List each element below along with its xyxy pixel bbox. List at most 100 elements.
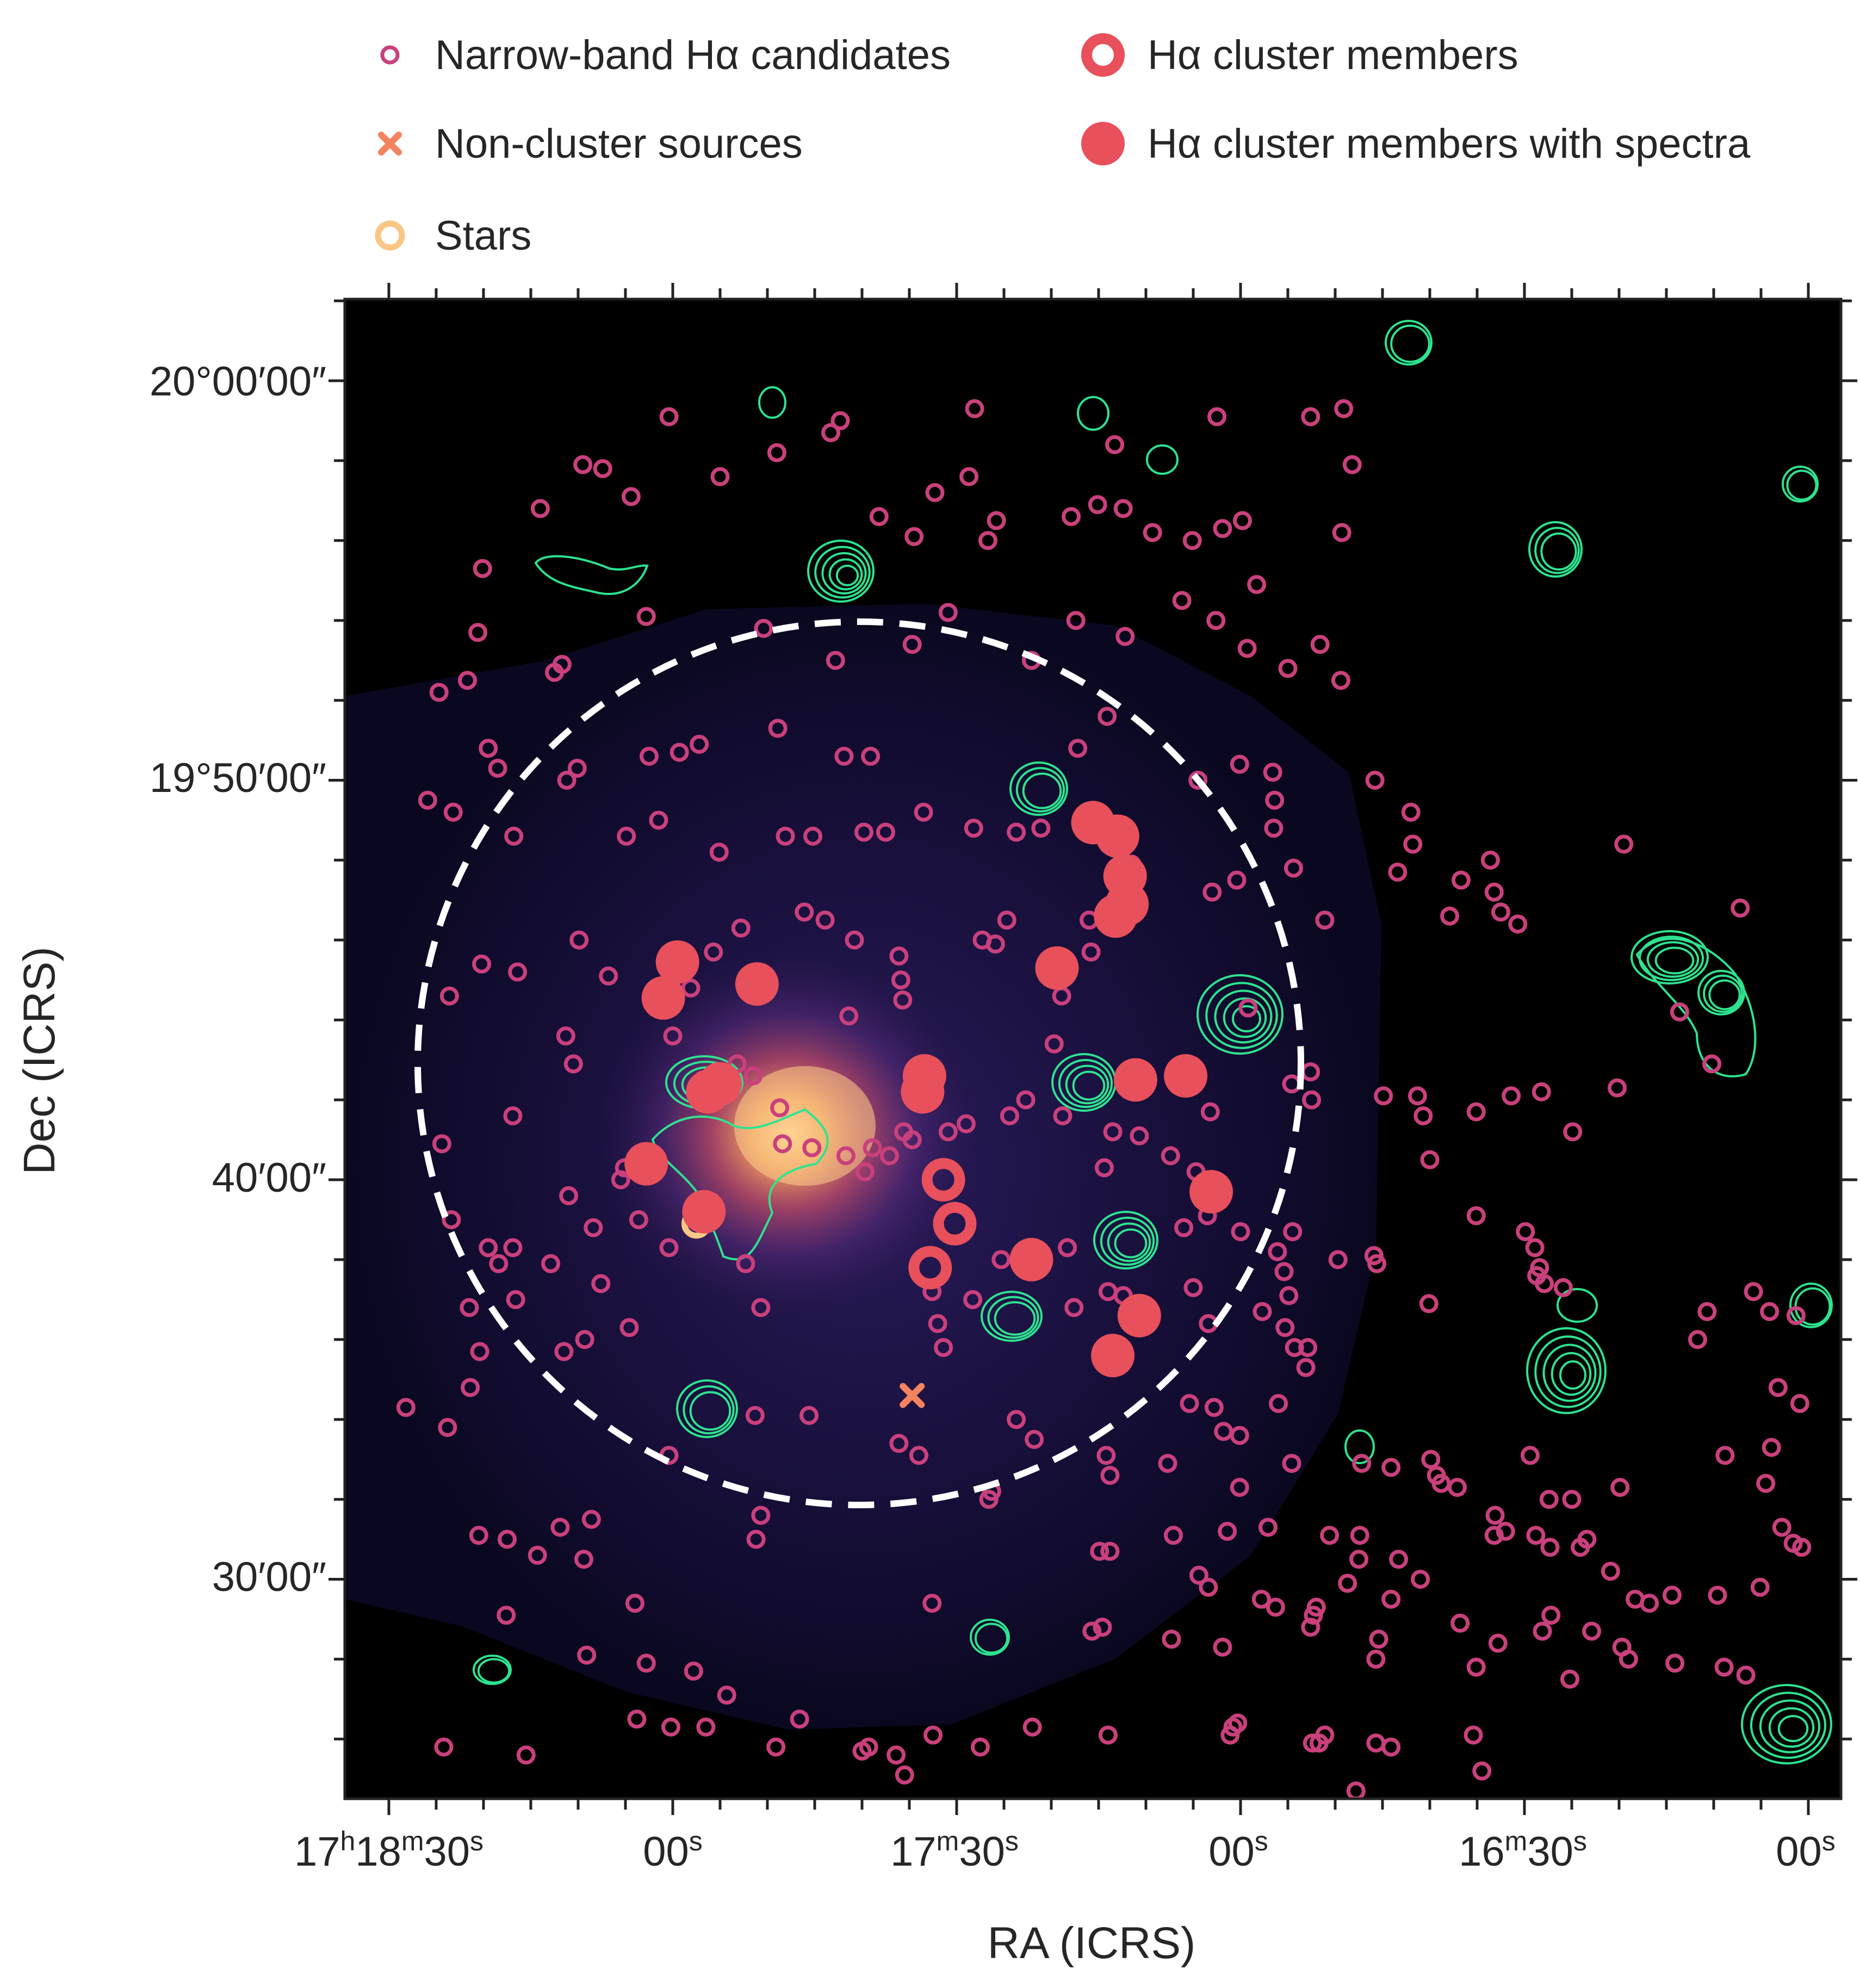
halpha-candidate-marker	[1388, 862, 1408, 882]
halpha-candidate-marker	[1532, 1082, 1551, 1101]
halpha-candidate-marker	[1301, 407, 1320, 426]
halpha-candidate-marker	[1480, 850, 1500, 870]
legend-label-spectra: Hα cluster members with spectra	[1148, 121, 1751, 167]
halpha-candidate-marker	[1562, 1490, 1582, 1509]
halpha-candidate-marker	[1772, 1518, 1791, 1537]
halpha-candidate-marker	[1174, 1218, 1194, 1237]
halpha-candidate-marker	[710, 467, 730, 486]
halpha-candidate-marker	[1331, 671, 1350, 690]
halpha-candidate-marker	[1332, 523, 1351, 542]
x-tick-label-3: 00s	[1208, 1826, 1268, 1875]
halpha-candidate-marker	[1349, 1550, 1368, 1569]
halpha-candidate-marker	[1315, 911, 1335, 930]
radio-contour	[1093, 1211, 1158, 1269]
cluster-member-spectra-marker	[1189, 1170, 1233, 1214]
halpha-candidate-marker	[1608, 1078, 1627, 1098]
halpha-candidate-marker	[1420, 1150, 1440, 1169]
halpha-candidate-marker	[577, 1645, 597, 1665]
halpha-candidate-marker	[1464, 1725, 1483, 1745]
halpha-candidate-marker	[479, 739, 498, 758]
halpha-candidate-marker	[1081, 942, 1101, 962]
halpha-candidate-marker	[909, 1446, 928, 1465]
plot-area	[345, 299, 1841, 1799]
radio-contour	[1534, 1335, 1602, 1408]
halpha-candidate-marker	[1213, 1637, 1232, 1657]
radio-contour	[1540, 532, 1577, 571]
halpha-candidate-marker	[1421, 1450, 1441, 1469]
halpha-candidate-marker	[1115, 627, 1135, 646]
radio-contour	[1390, 324, 1430, 363]
halpha-candidate-marker	[987, 511, 1006, 530]
legend-entry-stars: Stars	[375, 213, 531, 259]
halpha-candidate-marker	[1113, 499, 1133, 518]
radio-contour	[1646, 941, 1700, 978]
halpha-candidate-marker	[1768, 1378, 1788, 1397]
halpha-candidate-marker	[438, 1417, 457, 1437]
halpha-candidate-marker	[1285, 1337, 1304, 1357]
halpha-candidate-marker	[619, 1318, 639, 1337]
cluster-member-spectra-marker	[901, 1070, 945, 1114]
radio-contour	[1232, 1005, 1261, 1033]
radio-contour	[821, 552, 867, 594]
non-cluster-marker	[900, 1383, 925, 1408]
legend-marker-stars	[375, 220, 405, 251]
halpha-candidate-marker	[773, 1134, 792, 1154]
halpha-candidate-marker	[396, 1398, 416, 1417]
halpha-candidate-marker	[1025, 1429, 1044, 1449]
halpha-candidate-marker	[1062, 507, 1081, 527]
cluster-member-marker	[908, 1246, 952, 1290]
halpha-candidate-marker	[1282, 1453, 1301, 1473]
radio-contour	[1697, 970, 1745, 1015]
halpha-candidate-marker	[504, 826, 524, 846]
halpha-candidate-marker	[591, 1274, 611, 1293]
halpha-candidate-marker	[1296, 1358, 1316, 1377]
halpha-candidate-marker	[1466, 1657, 1486, 1677]
radio-contour	[683, 1385, 735, 1435]
halpha-candidate-marker	[1094, 1158, 1114, 1178]
radio-contour	[1750, 1692, 1827, 1759]
radio-contour	[807, 540, 875, 603]
halpha-candidate-marker	[1419, 1294, 1439, 1314]
halpha-candidate-marker	[889, 1434, 909, 1453]
halpha-candidate-marker	[704, 942, 723, 962]
halpha-candidate-marker	[1278, 659, 1298, 678]
halpha-candidate-marker	[845, 930, 864, 950]
legend-label-stars: Stars	[435, 213, 531, 259]
radio-contour	[994, 1301, 1036, 1336]
halpha-candidate-marker	[997, 911, 1016, 930]
halpha-candidate-marker	[965, 399, 984, 418]
halpha-candidate-marker	[470, 1342, 489, 1361]
halpha-candidate-marker	[1269, 1394, 1288, 1413]
radio-contour	[477, 1658, 511, 1684]
halpha-candidate-marker	[1440, 906, 1460, 926]
cluster-member-spectra-marker	[1117, 1293, 1161, 1337]
halpha-candidate-marker	[442, 1210, 461, 1229]
halpha-candidate-marker	[439, 986, 459, 1006]
halpha-candidate-marker	[659, 1238, 679, 1258]
x-tick-label-5: 00s	[1776, 1826, 1836, 1875]
halpha-candidate-marker	[1484, 882, 1504, 902]
y-tick-label-3: 30′00″	[212, 1554, 326, 1600]
halpha-candidate-marker	[1247, 575, 1267, 594]
halpha-candidate-marker	[1098, 1725, 1118, 1745]
halpha-candidate-marker	[1334, 399, 1354, 418]
halpha-candidate-marker	[839, 1006, 859, 1026]
halpha-candidate-marker	[1450, 1613, 1470, 1633]
halpha-candidate-marker	[1736, 1665, 1756, 1685]
halpha-candidate-marker	[743, 1066, 763, 1086]
x-tick-label-2: 17m30s	[890, 1826, 1019, 1875]
halpha-candidate-marker	[1502, 1086, 1521, 1106]
halpha-candidate-marker	[1230, 754, 1249, 774]
halpha-candidate-marker	[876, 822, 895, 842]
halpha-candidate-marker	[1350, 1526, 1369, 1545]
halpha-candidate-marker	[1366, 1649, 1386, 1669]
cluster-member-spectra-marker	[641, 976, 685, 1020]
halpha-candidate-marker	[1227, 870, 1247, 890]
cluster-member-spectra-marker	[1164, 1054, 1208, 1098]
halpha-candidate-marker	[1143, 523, 1162, 542]
halpha-candidate-marker	[1082, 1621, 1102, 1641]
halpha-candidate-marker	[468, 623, 488, 642]
halpha-candidate-marker	[902, 1130, 922, 1150]
halpha-candidate-marker	[581, 1509, 601, 1529]
halpha-candidate-marker	[1274, 1262, 1294, 1281]
